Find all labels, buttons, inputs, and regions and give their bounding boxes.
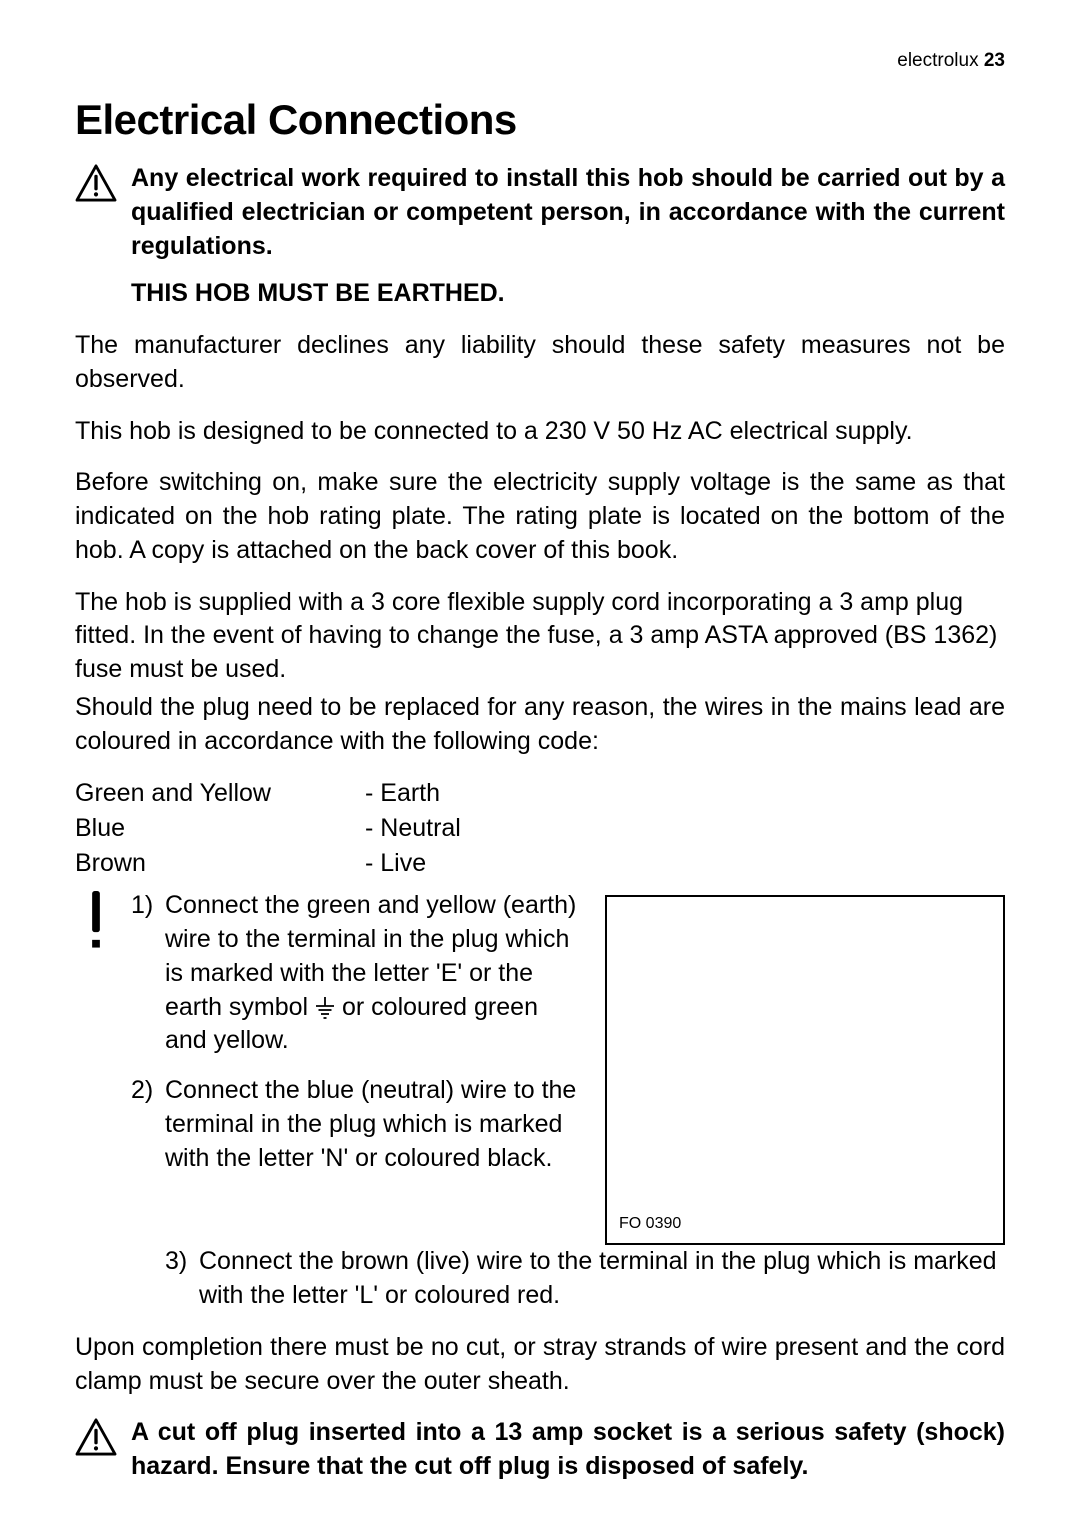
wire-color-earth: Green and Yellow — [75, 776, 365, 811]
earth-symbol-icon — [315, 997, 335, 1019]
warning-1-text: Any electrical work required to install … — [131, 162, 1005, 263]
step-1-text: Connect the green and yellow (earth) wir… — [165, 889, 585, 1058]
wiring-diagram: FO 0390 — [605, 895, 1005, 1245]
steps-list: 1) Connect the green and yellow (earth) … — [131, 889, 585, 1191]
paragraph-6: Upon completion there must be no cut, or… — [75, 1331, 1005, 1399]
wire-row-neutral: Blue - Neutral — [75, 811, 1005, 846]
page-header: electrolux 23 — [75, 50, 1005, 72]
important-icon — [87, 891, 105, 948]
paragraph-4: The hob is supplied with a 3 core flexib… — [75, 586, 1005, 687]
wire-color-live: Brown — [75, 846, 365, 881]
step-3-num: 3) — [165, 1245, 199, 1313]
warning-triangle-icon — [75, 1418, 117, 1456]
warning-block-2: A cut off plug inserted into a 13 amp so… — [75, 1416, 1005, 1484]
wire-color-neutral: Blue — [75, 811, 365, 846]
wire-label-live: - Live — [365, 846, 426, 881]
step-1: 1) Connect the green and yellow (earth) … — [131, 889, 585, 1058]
brand-name: electrolux — [897, 50, 978, 71]
paragraph-2: This hob is designed to be connected to … — [75, 415, 1005, 449]
paragraph-1: The manufacturer declines any liability … — [75, 329, 1005, 397]
steps-and-diagram: 1) Connect the green and yellow (earth) … — [75, 889, 1005, 1245]
step-2-num: 2) — [131, 1074, 165, 1175]
paragraph-3: Before switching on, make sure the elect… — [75, 466, 1005, 567]
step-3-text: Connect the brown (live) wire to the ter… — [199, 1245, 1005, 1313]
page-number: 23 — [984, 50, 1005, 71]
step-2: 2) Connect the blue (neutral) wire to th… — [131, 1074, 585, 1175]
wire-code-table: Green and Yellow - Earth Blue - Neutral … — [75, 776, 1005, 881]
paragraph-5: Should the plug need to be replaced for … — [75, 691, 1005, 759]
wire-label-neutral: - Neutral — [365, 811, 461, 846]
warning-triangle-icon — [75, 164, 117, 202]
step-2-text: Connect the blue (neutral) wire to the t… — [165, 1074, 585, 1175]
wire-row-live: Brown - Live — [75, 846, 1005, 881]
diagram-label: FO 0390 — [619, 1215, 681, 1233]
earth-warning-text: THIS HOB MUST BE EARTHED. — [131, 277, 1005, 311]
step-1-num: 1) — [131, 889, 165, 1058]
wire-label-earth: - Earth — [365, 776, 440, 811]
page-title: Electrical Connections — [75, 96, 1005, 144]
warning-2-text: A cut off plug inserted into a 13 amp so… — [131, 1416, 1005, 1484]
wire-row-earth: Green and Yellow - Earth — [75, 776, 1005, 811]
step-3: 3) Connect the brown (live) wire to the … — [131, 1245, 1005, 1313]
warning-block-1: Any electrical work required to install … — [75, 162, 1005, 263]
